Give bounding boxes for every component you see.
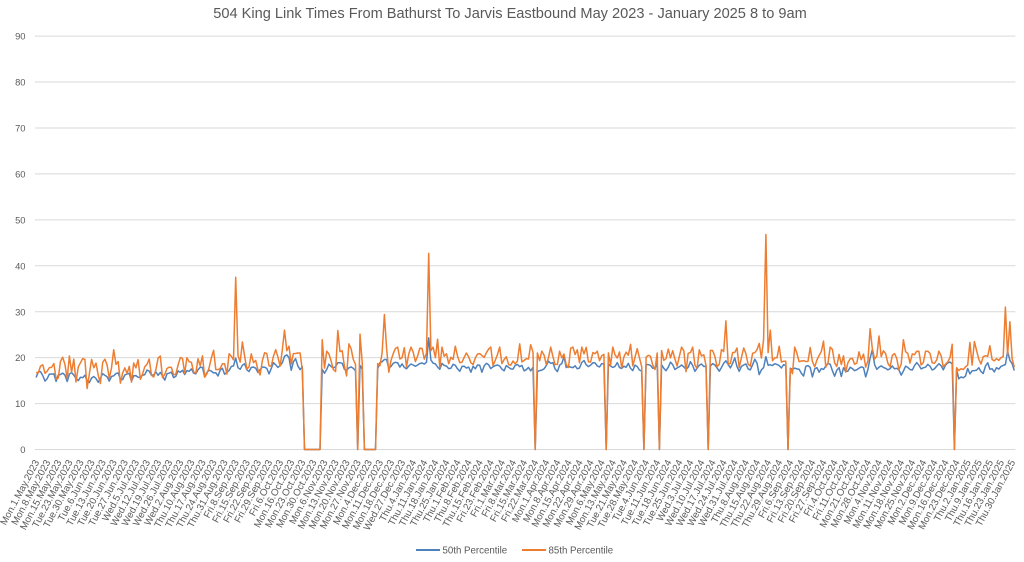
svg-text:85th Percentile: 85th Percentile <box>549 546 614 557</box>
svg-text:60: 60 <box>15 169 25 180</box>
svg-text:50th Percentile: 50th Percentile <box>443 546 508 557</box>
svg-text:80: 80 <box>15 77 25 88</box>
svg-text:70: 70 <box>15 123 25 134</box>
svg-text:40: 40 <box>15 260 25 271</box>
svg-text:90: 90 <box>15 31 25 42</box>
svg-text:10: 10 <box>15 398 25 409</box>
svg-text:20: 20 <box>15 352 25 363</box>
svg-text:0: 0 <box>20 444 25 455</box>
svg-text:50: 50 <box>15 214 25 225</box>
svg-text:504 King Link Times From Bathu: 504 King Link Times From Bathurst To Jar… <box>213 6 807 22</box>
svg-text:30: 30 <box>15 306 25 317</box>
